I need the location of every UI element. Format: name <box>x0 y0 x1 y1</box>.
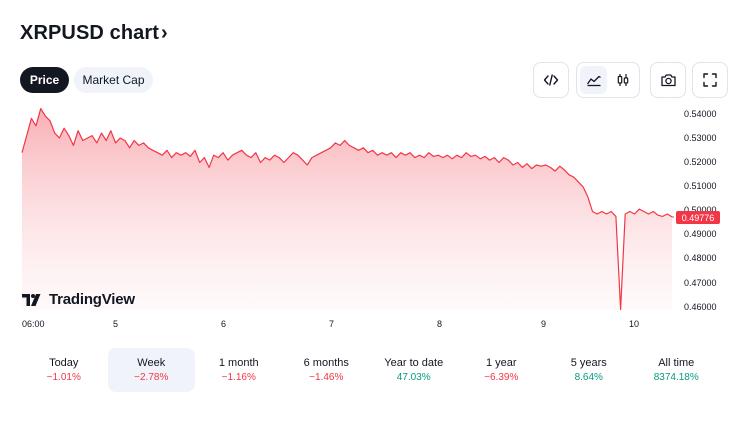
period-year-to-date[interactable]: Year to date 47.03% <box>370 348 458 392</box>
x-tick-label: 7 <box>329 319 335 329</box>
period-change: 8374.18% <box>653 372 699 383</box>
y-tick-label: 0.47000 <box>684 278 717 288</box>
y-tick-label: 0.49000 <box>684 229 717 239</box>
x-tick-label: 8 <box>437 319 443 329</box>
x-tick-label: 9 <box>541 319 547 329</box>
chart-title-text: XRPUSD chart <box>20 22 160 44</box>
page-title[interactable]: XRPUSD chart › <box>20 22 168 45</box>
x-tick-label: 6 <box>221 319 227 329</box>
y-tick-label: 0.51000 <box>684 181 717 191</box>
period-change: −1.46% <box>309 372 344 383</box>
period-label: 1 year <box>485 357 517 369</box>
period-1-year[interactable]: 1 year −6.39% <box>458 348 546 392</box>
period-label: All time <box>658 357 695 369</box>
fullscreen-button[interactable] <box>692 62 728 98</box>
period-label: Week <box>137 357 166 369</box>
period-label: Today <box>49 357 79 369</box>
candlestick-icon <box>617 74 628 86</box>
x-tick-label: 5 <box>113 319 119 329</box>
y-tick-label: 0.50000 <box>684 205 717 215</box>
price-line <box>21 108 673 311</box>
period-change: −2.78% <box>134 372 169 383</box>
period-change: −1.01% <box>46 372 81 383</box>
period-label: 5 years <box>570 357 607 369</box>
period-today[interactable]: Today −1.01% <box>20 348 108 392</box>
period-change: −6.39% <box>484 372 519 383</box>
y-tick-label: 0.52000 <box>684 157 717 167</box>
period-1-month[interactable]: 1 month −1.16% <box>195 348 283 392</box>
current-price-badge: 0.49776 <box>676 211 720 224</box>
code-icon <box>543 74 559 86</box>
period-change: 47.03% <box>396 372 431 383</box>
y-tick-label: 0.48000 <box>684 253 717 263</box>
period-selector: Today −1.01% Week −2.78% 1 month −1.16% … <box>20 348 720 392</box>
y-tick-label: 0.54000 <box>684 109 717 119</box>
candlestick-chart-button[interactable] <box>609 66 636 94</box>
camera-icon <box>660 74 676 87</box>
price-chart[interactable] <box>0 105 750 335</box>
snapshot-button[interactable] <box>650 62 686 98</box>
chevron-right-icon: › <box>161 22 168 44</box>
fullscreen-icon <box>703 73 717 87</box>
tradingview-logo-icon <box>22 293 41 306</box>
x-tick-label: 10 <box>629 319 640 329</box>
period-all-time[interactable]: All time 8374.18% <box>633 348 721 392</box>
tradingview-logo-text: TradingView <box>49 291 135 308</box>
tab-price[interactable]: Price <box>20 67 69 93</box>
x-tick-label: 06:00 <box>22 319 45 329</box>
area-chart-icon <box>586 75 601 87</box>
area-chart-button[interactable] <box>580 66 607 94</box>
period-label: Year to date <box>384 357 444 369</box>
period-week[interactable]: Week −2.78% <box>107 348 195 392</box>
period-change: 8.64% <box>574 372 603 383</box>
y-tick-label: 0.53000 <box>684 133 717 143</box>
period-5-years[interactable]: 5 years 8.64% <box>545 348 633 392</box>
tab-market-cap[interactable]: Market Cap <box>74 67 153 93</box>
period-label: 1 month <box>218 357 259 369</box>
price-area-fill <box>22 108 672 310</box>
embed-button[interactable] <box>533 62 569 98</box>
period-6-months[interactable]: 6 months −1.46% <box>283 348 371 392</box>
period-change: −1.16% <box>221 372 256 383</box>
period-label: 6 months <box>303 357 349 369</box>
tradingview-logo[interactable]: TradingView <box>22 291 135 308</box>
y-tick-label: 0.46000 <box>684 302 717 312</box>
chart-type-toggle <box>576 62 640 98</box>
